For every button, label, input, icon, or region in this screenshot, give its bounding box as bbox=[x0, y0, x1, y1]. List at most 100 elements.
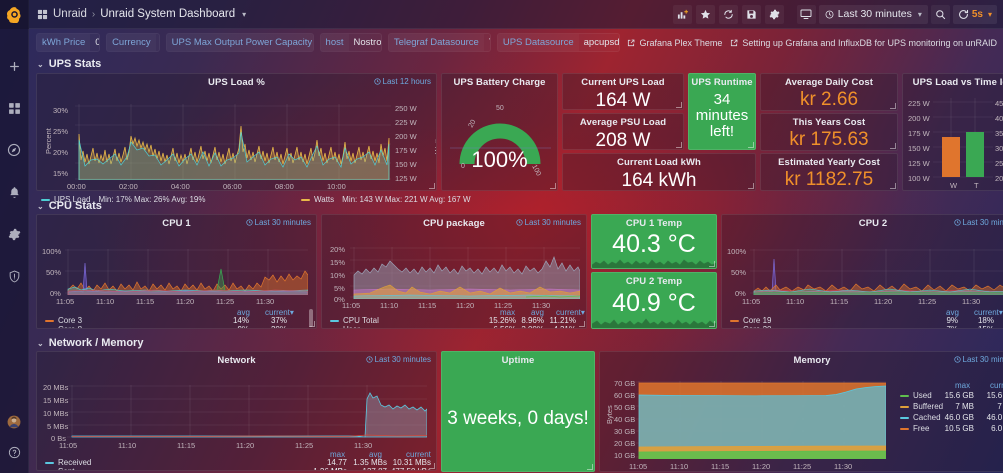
panel-resize-handle[interactable] bbox=[550, 183, 556, 189]
legend-item[interactable]: Buffered bbox=[900, 402, 943, 411]
row-header-network-memory[interactable]: ⌄ Network / Memory bbox=[29, 337, 143, 349]
panel-this-years-cost[interactable]: This Years Cost kr 175.63 bbox=[760, 113, 898, 151]
panel-average-daily-cost[interactable]: Average Daily Cost kr 2.66 bbox=[760, 73, 898, 111]
panel-resize-handle[interactable] bbox=[676, 142, 682, 148]
variable-value[interactable]: kr▾ bbox=[156, 34, 159, 51]
panel-resize-handle[interactable] bbox=[429, 463, 435, 469]
legend-avg: 7% bbox=[938, 325, 958, 328]
legend-avg: 9% bbox=[229, 325, 249, 328]
legend-item[interactable]: Used bbox=[900, 391, 932, 400]
sidebar-item-dashboards[interactable] bbox=[0, 93, 29, 123]
variable-value[interactable]: apcupsd-container▾ bbox=[579, 34, 620, 51]
variable-ups-max-output[interactable]: UPS Max Output Power Capacity (Watt) 865… bbox=[166, 34, 313, 51]
legend-item[interactable]: Cached bbox=[900, 413, 941, 422]
panel-cpu-package[interactable]: CPU package Last 30 minutes 20% 15% 10% … bbox=[321, 214, 587, 329]
panel-resize-handle[interactable] bbox=[676, 102, 682, 108]
legend-item[interactable]: User bbox=[330, 325, 360, 328]
legend-item-watts[interactable]: Watts Min: 143 W Max: 221 W Avg: 167 W bbox=[301, 195, 471, 204]
legend-item[interactable]: Core 19 bbox=[730, 316, 771, 325]
panel-resize-handle[interactable] bbox=[890, 183, 896, 189]
star-icon[interactable] bbox=[695, 4, 715, 24]
legend-item[interactable]: CPU Total bbox=[330, 316, 379, 325]
variable-ups-datasource[interactable]: UPS Datasource apcupsd-container▾ bbox=[497, 34, 620, 51]
sidebar-item-create[interactable] bbox=[0, 51, 29, 81]
panel-title: CPU 1 Temp bbox=[625, 218, 683, 229]
external-link-icon bbox=[627, 39, 635, 47]
share-icon[interactable] bbox=[718, 4, 738, 24]
panel-resize-handle[interactable] bbox=[429, 183, 435, 189]
panel-ups-runtime[interactable]: UPS Runtime 34 minutes left! bbox=[688, 73, 756, 150]
sidebar-item-server-admin[interactable] bbox=[0, 261, 29, 291]
sidebar-item-explore[interactable] bbox=[0, 135, 29, 165]
breadcrumb-folder[interactable]: Unraid bbox=[53, 8, 87, 20]
row-header-cpu-stats[interactable]: ⌄ CPU Stats bbox=[29, 200, 102, 212]
settings-icon[interactable] bbox=[764, 4, 784, 24]
panel-cpu2-temp[interactable]: CPU 2 Temp 40.9 °C bbox=[591, 272, 717, 329]
panel-resize-handle[interactable] bbox=[890, 103, 896, 109]
variable-telegraf-datasource[interactable]: Telegraf Datasource Telegraf▾ bbox=[388, 34, 490, 51]
legend-max: 15.26% bbox=[488, 316, 516, 325]
panel-memory[interactable]: Memory Last 30 minutes Bytes 70 GB 60 GB… bbox=[599, 351, 1003, 472]
dashboard-link-plex-theme[interactable]: Grafana Plex Theme bbox=[627, 38, 722, 48]
refresh-icon[interactable] bbox=[958, 9, 969, 20]
panel-resize-handle[interactable] bbox=[309, 321, 315, 327]
legend-item[interactable]: Received bbox=[45, 458, 91, 467]
panel-time-info: Last 30 minutes bbox=[365, 355, 431, 364]
legend-item[interactable]: Free bbox=[900, 424, 929, 433]
panel-time-info: Last 30 minutes bbox=[515, 218, 581, 227]
panel-title: Estimated Yearly Cost bbox=[778, 157, 880, 168]
legend-item[interactable]: Core 8 bbox=[45, 325, 82, 328]
panel-resize-handle[interactable] bbox=[748, 142, 754, 148]
panel-ups-battery-charge[interactable]: UPS Battery Charge 20 50 100 0 100% bbox=[441, 73, 558, 191]
panel-current-load-kwh[interactable]: Current Load kWh 164 kWh bbox=[562, 153, 756, 191]
time-range-picker[interactable]: Last 30 minutes ▾ bbox=[818, 4, 928, 24]
dashboard-link-ups-guide[interactable]: Setting up Grafana and InfluxDB for UPS … bbox=[730, 38, 997, 48]
tv-mode-icon[interactable] bbox=[796, 4, 816, 24]
panel-current-ups-load[interactable]: Current UPS Load 164 W bbox=[562, 73, 684, 110]
panel-resize-handle[interactable] bbox=[587, 464, 593, 470]
x-tick: 11:30 bbox=[962, 297, 981, 306]
x-tick: 11:10 bbox=[118, 441, 137, 450]
panel-title: UPS Battery Charge bbox=[453, 77, 546, 88]
panel-resize-handle[interactable] bbox=[579, 321, 585, 327]
save-icon[interactable] bbox=[741, 4, 761, 24]
panel-cpu1-temp[interactable]: CPU 1 Temp 40.3 °C bbox=[591, 214, 717, 269]
panel-estimated-yearly-cost[interactable]: Estimated Yearly Cost kr 1182.75 bbox=[760, 153, 898, 191]
sidebar-item-alerting[interactable] bbox=[0, 177, 29, 207]
legend-item[interactable]: Core 3 bbox=[45, 316, 82, 325]
panel-cpu1[interactable]: CPU 1 Last 30 minutes 100% 50% 0% 11:05 … bbox=[36, 214, 317, 329]
help-icon[interactable] bbox=[0, 437, 29, 467]
panel-ups-load[interactable]: UPS Load % Last 12 hours Percent Watts 3… bbox=[36, 73, 437, 191]
panel-cpu2[interactable]: CPU 2 Last 30 minutes 100% 50% 0% 11:05 … bbox=[721, 214, 1003, 329]
dashboard-canvas: ⌄ UPS Stats UPS Load % Last 12 hours Per… bbox=[29, 56, 1003, 473]
x-tick: 08:00 bbox=[275, 182, 294, 191]
avatar-icon[interactable] bbox=[0, 407, 29, 437]
chevron-down-icon: ⌄ bbox=[37, 201, 44, 211]
variable-value[interactable]: Nostromo▾ bbox=[349, 34, 381, 51]
variable-currency[interactable]: Currency kr▾ bbox=[107, 34, 159, 51]
variable-value[interactable]: Telegraf▾ bbox=[484, 34, 490, 51]
panel-resize-handle[interactable] bbox=[748, 183, 754, 189]
variable-kwh-price[interactable]: kWh Price 0.65▾ bbox=[37, 34, 99, 51]
legend-item[interactable]: Sent bbox=[45, 467, 74, 470]
variable-value[interactable]: 0.65▾ bbox=[90, 34, 99, 51]
grafana-logo[interactable] bbox=[0, 0, 29, 29]
sidebar-item-configuration[interactable] bbox=[0, 219, 29, 249]
variable-host[interactable]: host Nostromo▾ bbox=[320, 34, 381, 51]
add-panel-icon[interactable] bbox=[672, 4, 692, 24]
chevron-down-icon: ▾ bbox=[917, 9, 922, 19]
row-header-ups-stats[interactable]: ⌄ UPS Stats bbox=[29, 58, 101, 70]
panel-ups-load-vs-time-left[interactable]: UPS Load vs Time left 225 W 200 W 175 W … bbox=[902, 73, 1003, 191]
page-title[interactable]: Unraid System Dashboard bbox=[100, 8, 236, 20]
legend-item[interactable]: Core 20 bbox=[730, 325, 771, 328]
panel-resize-handle[interactable] bbox=[709, 321, 715, 327]
search-icon[interactable] bbox=[930, 4, 950, 24]
chevron-down-icon[interactable]: ▾ bbox=[242, 9, 247, 19]
panel-resize-handle[interactable] bbox=[709, 261, 715, 267]
panel-resize-handle[interactable] bbox=[890, 143, 896, 149]
panel-uptime[interactable]: Uptime 3 weeks, 0 days! bbox=[441, 351, 595, 472]
chevron-down-icon: ⌄ bbox=[37, 59, 44, 69]
panel-average-psu-load[interactable]: Average PSU Load 208 W bbox=[562, 113, 684, 150]
refresh-picker[interactable]: 5s ▾ bbox=[952, 4, 997, 24]
panel-network[interactable]: Network Last 30 minutes 20 MBs 15 MBs 10… bbox=[36, 351, 437, 471]
